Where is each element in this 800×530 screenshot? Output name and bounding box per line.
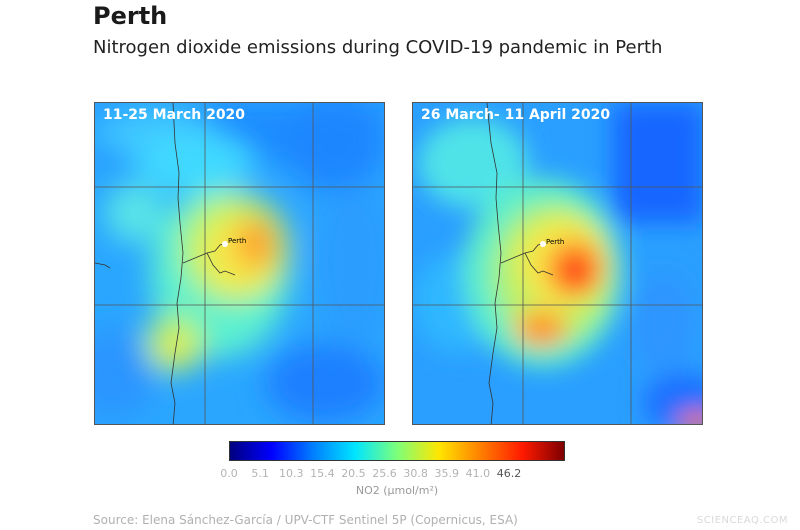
- colorbar-tick: 25.6: [372, 467, 397, 480]
- colorbar-tick: 10.3: [278, 467, 304, 480]
- no2-map-march: [95, 103, 384, 424]
- colorbar-tick: 46.2: [496, 467, 522, 480]
- colorbar-tick: 5.1: [251, 467, 269, 480]
- page-title: Perth: [93, 2, 168, 30]
- page-subtitle: Nitrogen dioxide emissions during COVID-…: [93, 37, 663, 58]
- no2-map-april: [413, 103, 702, 424]
- colorbar: [229, 441, 565, 461]
- colorbar-tick: 0.0: [220, 467, 238, 480]
- colorbar-label: NO2 (µmol/m²): [355, 484, 439, 497]
- map-panel-march: 11-25 March 2020 Perth: [94, 102, 385, 425]
- city-label: Perth: [228, 237, 247, 245]
- colorbar-tick: 15.4: [310, 467, 335, 480]
- period-label-march: 11-25 March 2020: [103, 107, 246, 123]
- colorbar-tick: 20.5: [341, 467, 366, 480]
- colorbar-tick: 41.0: [465, 467, 491, 480]
- watermark: SCIENCEAQ.COM: [696, 515, 788, 526]
- city-label: Perth: [546, 238, 565, 246]
- colorbar-tick: 35.9: [434, 467, 460, 480]
- source-credit: Source: Elena Sánchez-García / UPV-CTF S…: [93, 513, 518, 527]
- colorbar-tick: 30.8: [403, 467, 428, 480]
- map-panel-april: 26 March- 11 April 2020 Perth: [412, 102, 703, 425]
- period-label-april: 26 March- 11 April 2020: [421, 107, 611, 123]
